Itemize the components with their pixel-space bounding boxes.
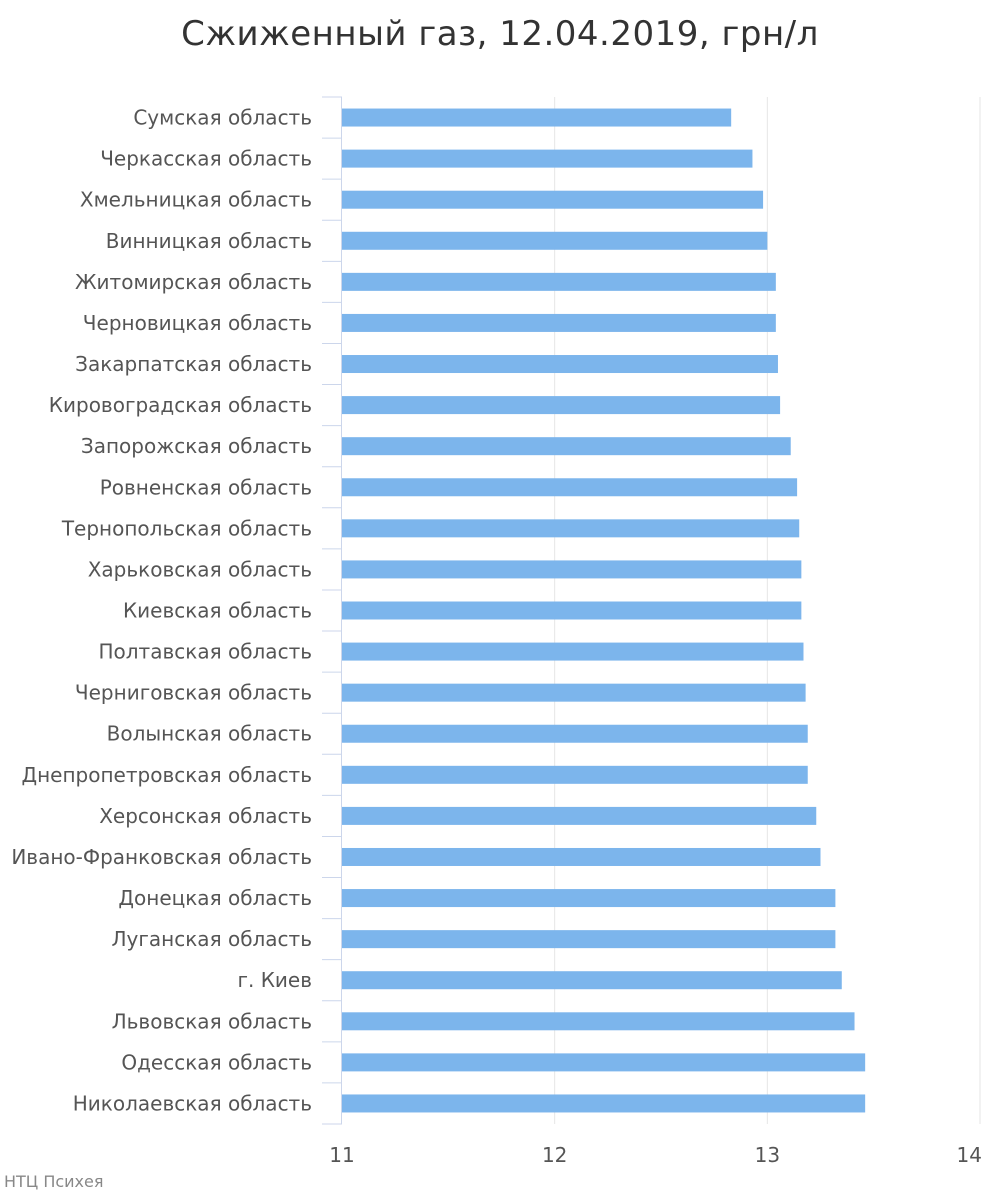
- bar: [342, 765, 808, 784]
- category-label: Полтавская область: [98, 640, 312, 664]
- bar: [342, 478, 798, 497]
- bar: [342, 642, 804, 661]
- bar: [342, 683, 806, 702]
- category-label: Одесская область: [121, 1050, 312, 1074]
- category-label: Черновицкая область: [83, 311, 312, 335]
- category-label: Черниговская область: [75, 681, 312, 705]
- category-label: Харьковская область: [88, 557, 312, 581]
- bar: [342, 1053, 866, 1072]
- bar: [342, 108, 732, 127]
- bars: [342, 108, 866, 1113]
- category-label: Ровненская область: [100, 475, 312, 499]
- category-label: Житомирская область: [75, 270, 312, 294]
- category-label: г. Киев: [237, 968, 312, 992]
- bar: [342, 847, 821, 866]
- bar: [342, 889, 836, 908]
- tick-label: 14: [957, 1143, 982, 1167]
- category-label: Днепропетровская область: [21, 763, 312, 787]
- category-label: Тернопольская область: [61, 516, 312, 540]
- category-label: Хмельницкая область: [80, 188, 312, 212]
- category-label: Николаевская область: [73, 1091, 312, 1115]
- bar: [342, 560, 802, 579]
- category-label: Киевская область: [123, 599, 312, 623]
- category-label: Кировоградская область: [49, 393, 312, 417]
- tick-label: 11: [329, 1143, 354, 1167]
- category-label: Херсонская область: [99, 804, 312, 828]
- bar: [342, 806, 817, 825]
- bar: [342, 231, 768, 250]
- bar: [342, 313, 776, 332]
- bar: [342, 272, 776, 291]
- bar: [342, 1094, 866, 1113]
- credit-text: НТЦ Психея: [4, 1172, 104, 1191]
- category-label: Ивано-Франковская область: [11, 845, 312, 869]
- category-label: Закарпатская область: [75, 352, 312, 376]
- category-label: Запорожская область: [81, 434, 312, 458]
- bar: [342, 396, 781, 415]
- tick-label: 12: [542, 1143, 567, 1167]
- category-label: Черкасская область: [100, 147, 312, 171]
- category-label: Волынская область: [107, 722, 312, 746]
- bar: [342, 437, 791, 456]
- bar: [342, 1012, 855, 1031]
- category-label: Львовская область: [112, 1009, 312, 1033]
- bar: [342, 149, 753, 168]
- category-label: Донецкая область: [118, 886, 312, 910]
- category-label: Луганская область: [112, 927, 312, 951]
- category-label: Сумская область: [133, 106, 312, 130]
- bar: [342, 930, 836, 949]
- category-label: Винницкая область: [106, 229, 312, 253]
- tick-label: 13: [755, 1143, 780, 1167]
- value-axis-ticks: 11 12 13 14: [329, 1143, 982, 1167]
- category-axis: [322, 96, 342, 1125]
- bar: [342, 601, 802, 620]
- category-labels: Сумская область Черкасская область Хмельни…: [11, 106, 312, 1116]
- bar: [342, 190, 764, 209]
- bar: [342, 355, 778, 374]
- chart-title: Сжиженный газ, 12.04.2019, грн/л: [181, 14, 819, 54]
- bar: [342, 971, 842, 990]
- bar: [342, 724, 808, 743]
- bar: [342, 519, 800, 538]
